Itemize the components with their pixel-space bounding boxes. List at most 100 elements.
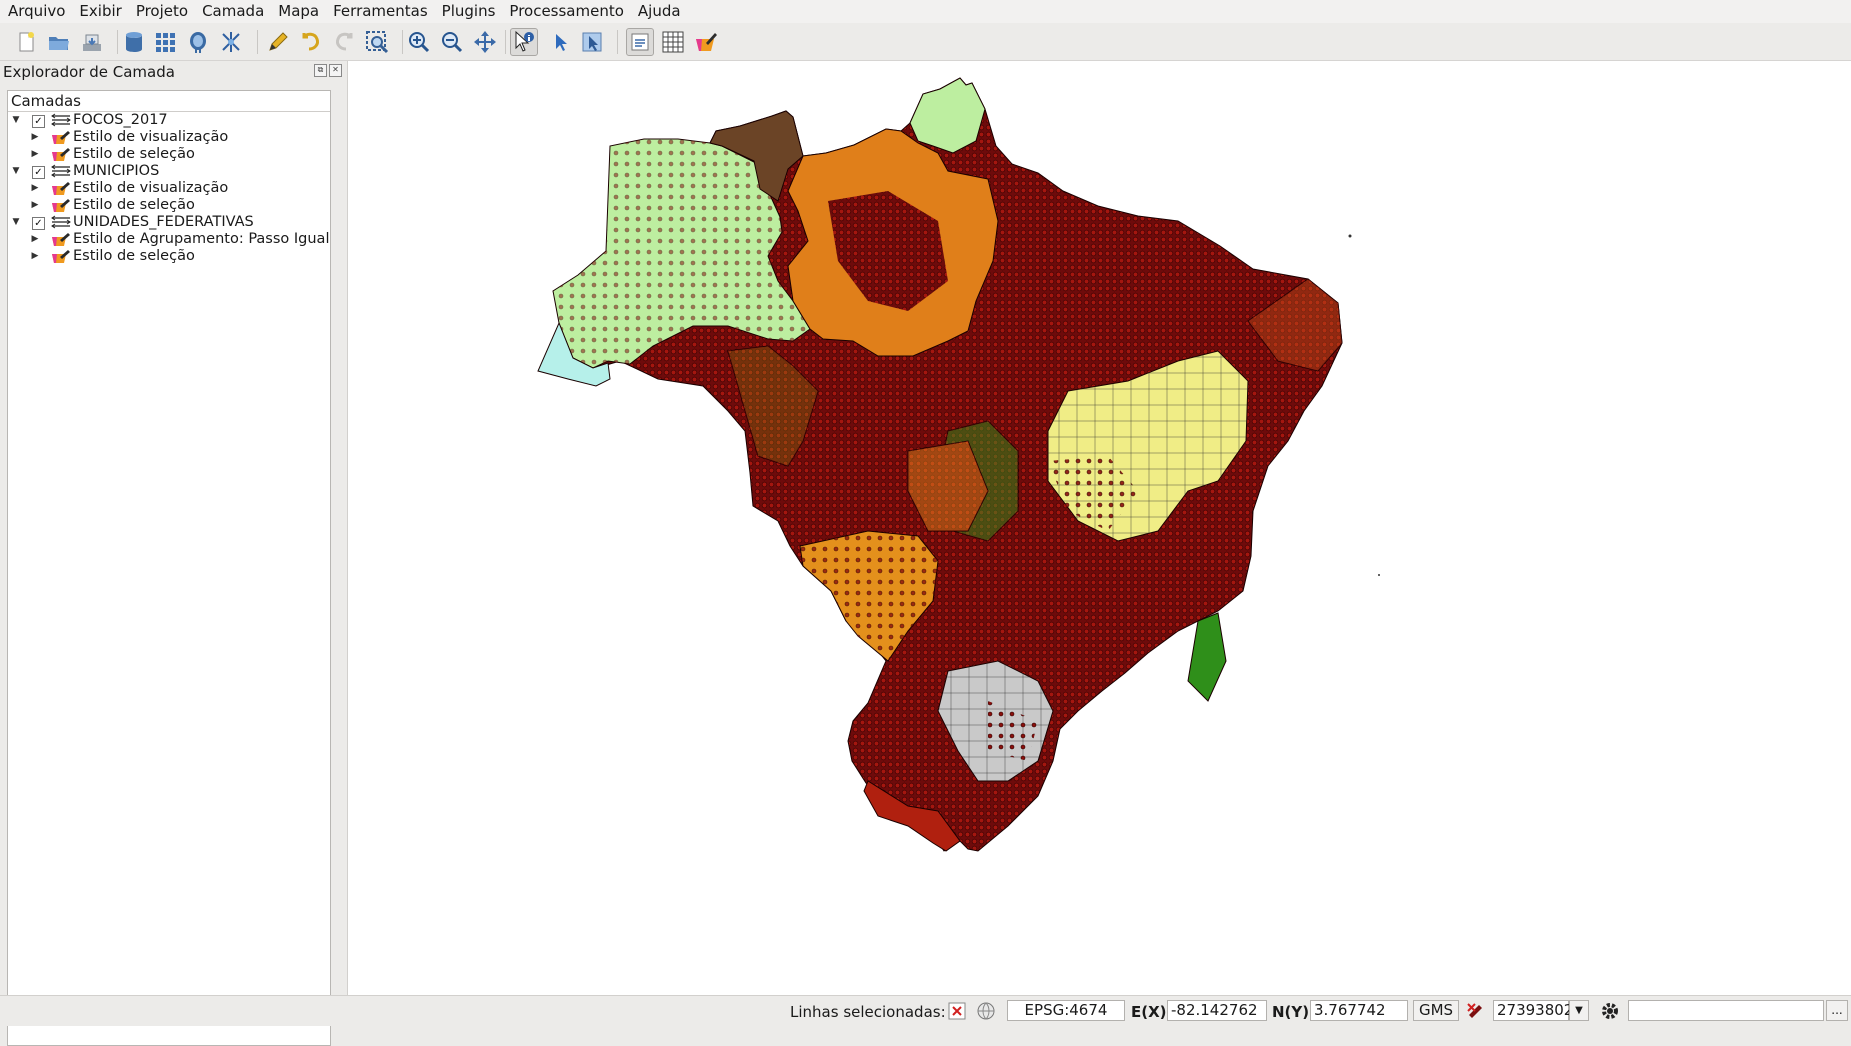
gms-toggle-button[interactable]: GMS (1413, 1000, 1459, 1021)
collapse-arrow-icon[interactable]: ▼ (12, 115, 20, 125)
redo-icon[interactable] (330, 28, 358, 56)
panel-splitter[interactable] (347, 61, 348, 995)
zoom-in-icon[interactable] (405, 28, 433, 56)
style-brush-icon (52, 182, 70, 195)
close-panel-icon[interactable]: ✕ (329, 64, 342, 77)
layer-visibility-checkbox[interactable]: ✓ (32, 166, 45, 179)
float-panel-icon[interactable]: ⧉ (314, 64, 327, 77)
status-bar: Linhas selecionadas: 1 EPSG:4674 E(X): -… (0, 995, 1851, 1026)
region-es (1187, 612, 1227, 702)
clear-selection-icon[interactable] (947, 1001, 967, 1021)
style-name: Estilo de visualização (73, 129, 229, 145)
undo-icon[interactable] (297, 28, 325, 56)
focus-point (1378, 574, 1380, 576)
expand-arrow-icon[interactable]: ▶ (31, 132, 39, 142)
projection-icon[interactable] (976, 1001, 996, 1021)
focus-points-amazonas (553, 139, 810, 368)
stop-render-icon[interactable] (1465, 1001, 1485, 1021)
table-view-icon[interactable] (659, 28, 687, 56)
add-database-layer-icon[interactable] (120, 28, 148, 56)
layer-visibility-checkbox[interactable]: ✓ (32, 217, 45, 230)
layer-name: MUNICIPIOS (73, 163, 160, 179)
menu-projeto[interactable]: Projeto (135, 2, 189, 20)
menu-bar: Arquivo Exibir Projeto Camada Mapa Ferra… (0, 0, 1851, 23)
focus-points-sudeste (988, 701, 1038, 761)
collapse-arrow-icon[interactable]: ▼ (12, 217, 20, 227)
menu-plugins[interactable]: Plugins (441, 2, 496, 20)
expand-arrow-icon[interactable]: ▶ (31, 183, 39, 193)
style-name: Estilo de seleção (73, 197, 195, 213)
x-label: E(X): (1131, 1003, 1173, 1021)
more-options-button[interactable]: ... (1826, 1000, 1848, 1021)
expand-arrow-icon[interactable]: ▶ (31, 149, 39, 159)
style-icon[interactable] (692, 28, 720, 56)
focus-points-nordeste (1048, 456, 1138, 531)
select-pointer-icon[interactable] (546, 28, 574, 56)
menu-ferramentas[interactable]: Ferramentas (333, 2, 428, 20)
brazil-map[interactable] (348, 61, 1851, 995)
style-row[interactable]: ▶ Estilo de visualização (8, 180, 330, 197)
collapse-arrow-icon[interactable]: ▼ (12, 166, 20, 176)
scale-dropdown-icon[interactable]: ▼ (1569, 1000, 1589, 1021)
focus-points-rondonia (728, 346, 818, 466)
menu-ajuda[interactable]: Ajuda (637, 2, 681, 20)
focus-cluster-para (828, 191, 948, 311)
scale-field[interactable]: 27393802 (1493, 1000, 1573, 1021)
save-project-icon[interactable] (78, 28, 106, 56)
style-brush-icon (52, 250, 70, 263)
vector-layer-icon (51, 215, 71, 229)
progress-bar (1628, 1000, 1824, 1021)
style-name: Estilo de Agrupamento: Passo Igual (73, 231, 330, 247)
select-area-icon[interactable] (578, 28, 606, 56)
map-canvas[interactable] (348, 61, 1851, 995)
info-tool-icon[interactable] (510, 28, 538, 56)
layer-name: UNIDADES_FEDERATIVAS (73, 214, 254, 230)
style-name: Estilo de seleção (73, 248, 195, 264)
layer-row-municipios[interactable]: ▼ ✓ MUNICIPIOS (8, 163, 330, 180)
style-name: Estilo de seleção (73, 146, 195, 162)
add-postgis-layer-icon[interactable] (184, 28, 212, 56)
style-brush-icon (52, 148, 70, 161)
new-project-icon[interactable] (12, 28, 40, 56)
epsg-field[interactable]: EPSG:4674 (1007, 1000, 1125, 1021)
vector-layer-icon (51, 164, 71, 178)
menu-mapa[interactable]: Mapa (278, 2, 320, 20)
add-grid-layer-icon[interactable] (151, 28, 179, 56)
layer-name: FOCOS_2017 (73, 112, 168, 128)
zoom-area-icon[interactable] (363, 28, 391, 56)
menu-processamento[interactable]: Processamento (509, 2, 624, 20)
y-label: N(Y): (1272, 1003, 1316, 1021)
layer-row-focos[interactable]: ▼ ✓ FOCOS_2017 (8, 112, 330, 129)
main-toolbar (0, 24, 1851, 61)
expand-arrow-icon[interactable]: ▶ (31, 234, 39, 244)
focus-points-ms (800, 531, 938, 661)
style-name: Estilo de visualização (73, 180, 229, 196)
style-row[interactable]: ▶ Estilo de visualização (8, 129, 330, 146)
edit-pencil-icon[interactable] (264, 28, 292, 56)
style-row[interactable]: ▶ Estilo de seleção (8, 197, 330, 214)
pan-icon[interactable] (471, 28, 499, 56)
x-coordinate-field[interactable]: -82.142762 (1167, 1000, 1267, 1021)
vector-layer-icon (51, 113, 71, 127)
add-wfs-layer-icon[interactable] (217, 28, 245, 56)
open-project-icon[interactable] (45, 28, 73, 56)
zoom-out-icon[interactable] (438, 28, 466, 56)
region-acre (537, 321, 611, 387)
y-coordinate-field[interactable]: 3.767742 (1310, 1000, 1408, 1021)
menu-arquivo[interactable]: Arquivo (8, 2, 66, 20)
layer-explorer-toggle-icon[interactable] (626, 28, 654, 56)
layer-row-unidades-federativas[interactable]: ▼ ✓ UNIDADES_FEDERATIVAS (8, 214, 330, 231)
menu-camada[interactable]: Camada (202, 2, 265, 20)
panel-title: Explorador de Camada (3, 63, 175, 81)
expand-arrow-icon[interactable]: ▶ (31, 200, 39, 210)
style-row[interactable]: ▶ Estilo de Agrupamento: Passo Igual (8, 231, 330, 248)
layer-tree: Camadas ▼ ✓ FOCOS_2017 ▶ Estilo de visua… (7, 90, 331, 1046)
gear-icon[interactable] (1600, 1001, 1620, 1021)
menu-exibir[interactable]: Exibir (79, 2, 122, 20)
layer-visibility-checkbox[interactable]: ✓ (32, 115, 45, 128)
style-row[interactable]: ▶ Estilo de seleção (8, 248, 330, 265)
region-rs (863, 780, 961, 852)
style-brush-icon (52, 131, 70, 144)
style-row[interactable]: ▶ Estilo de seleção (8, 146, 330, 163)
expand-arrow-icon[interactable]: ▶ (31, 251, 39, 261)
